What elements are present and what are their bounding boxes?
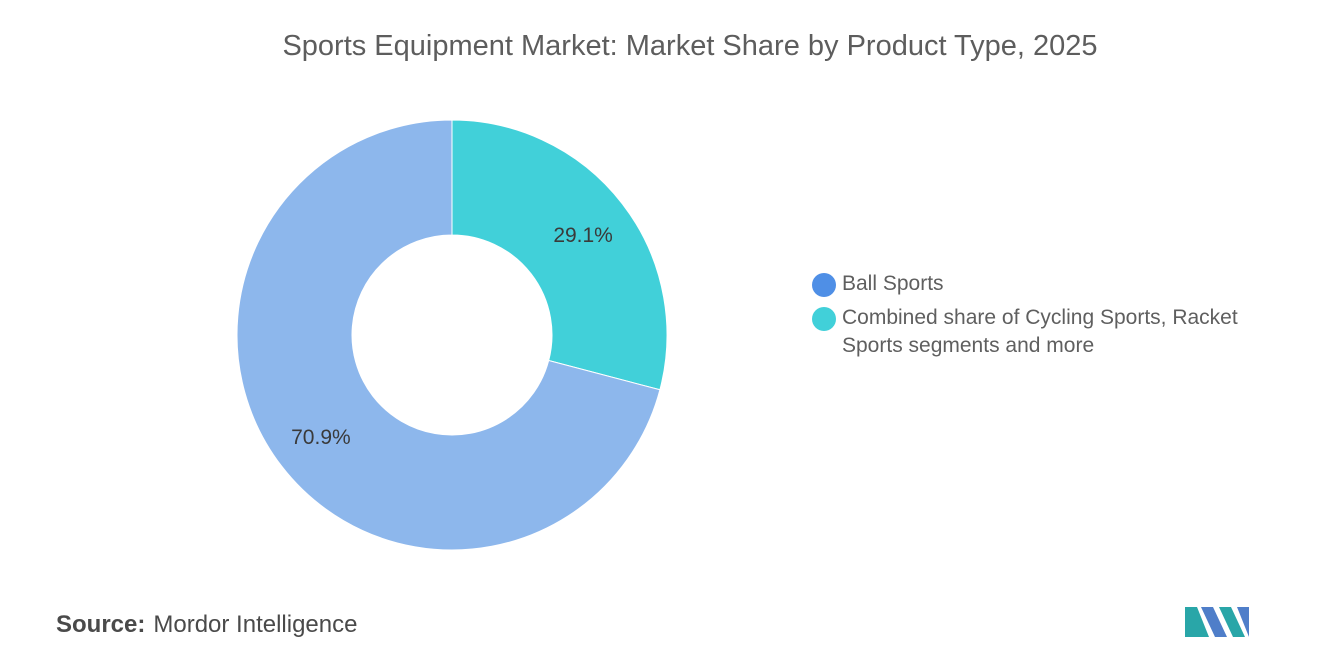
legend-swatch-combined bbox=[812, 307, 836, 331]
donut-chart: 29.1% 70.9% bbox=[236, 119, 668, 551]
source-label: Source: bbox=[56, 611, 146, 638]
source-line: Source: Mordor Intelligence bbox=[56, 611, 357, 639]
legend-item-combined: Combined share of Cycling Sports, Racket… bbox=[812, 304, 1292, 360]
slice-combined bbox=[451, 119, 668, 391]
legend-swatch-ball-sports bbox=[812, 273, 836, 297]
legend-item-ball-sports: Ball Sports bbox=[812, 270, 1292, 298]
legend-label-ball-sports: Ball Sports bbox=[842, 272, 944, 295]
chart-legend: Ball Sports Combined share of Cycling Sp… bbox=[812, 270, 1292, 366]
chart-title: Sports Equipment Market: Market Share by… bbox=[282, 30, 1098, 62]
data-label-ball-sports: 70.9% bbox=[291, 426, 351, 449]
mordor-intelligence-logo bbox=[1185, 607, 1249, 637]
slice-ball-sports bbox=[236, 119, 661, 551]
legend-label-combined: Combined share of Cycling Sports, Racket… bbox=[842, 306, 1238, 357]
source-value: Mordor Intelligence bbox=[153, 611, 358, 638]
data-label-combined: 29.1% bbox=[553, 224, 613, 247]
